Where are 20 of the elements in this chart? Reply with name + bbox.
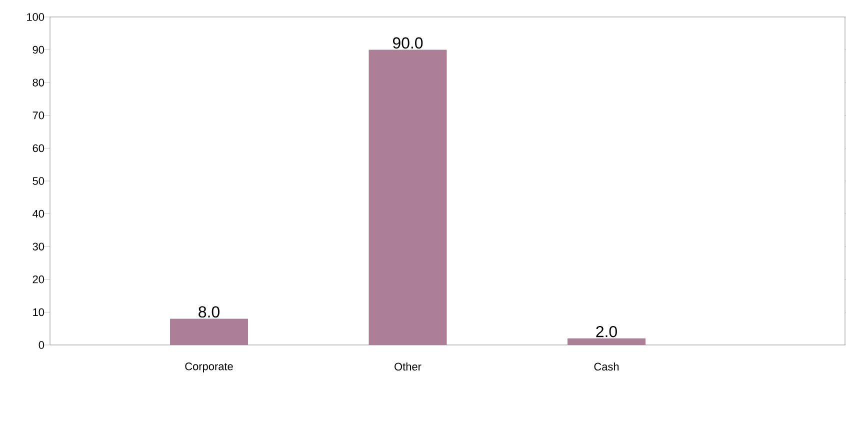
y-tick-label: 100	[27, 13, 44, 21]
x-tick-label: Other	[394, 362, 422, 371]
bar	[568, 338, 646, 345]
data-label: 90.0	[392, 37, 423, 49]
data-label: 2.0	[596, 326, 617, 338]
y-tick-label: 50	[32, 177, 44, 185]
x-tick-label: Cash	[594, 362, 619, 371]
y-tick-label: 10	[33, 308, 44, 316]
x-tick-label: Corporate	[185, 362, 233, 372]
y-tick-label: 20	[32, 276, 44, 284]
y-tick-label: 80	[32, 78, 44, 86]
y-tick-label: 90	[32, 46, 44, 54]
y-tick-label: 30	[32, 242, 44, 250]
y-tick-label: 40	[32, 210, 44, 218]
y-tick-label: 70	[32, 112, 44, 120]
bar	[170, 318, 248, 345]
y-tick-label: 0	[38, 341, 44, 349]
y-tick-label: 60	[32, 144, 44, 152]
bar	[368, 50, 447, 345]
data-label: 8.0	[198, 306, 220, 318]
